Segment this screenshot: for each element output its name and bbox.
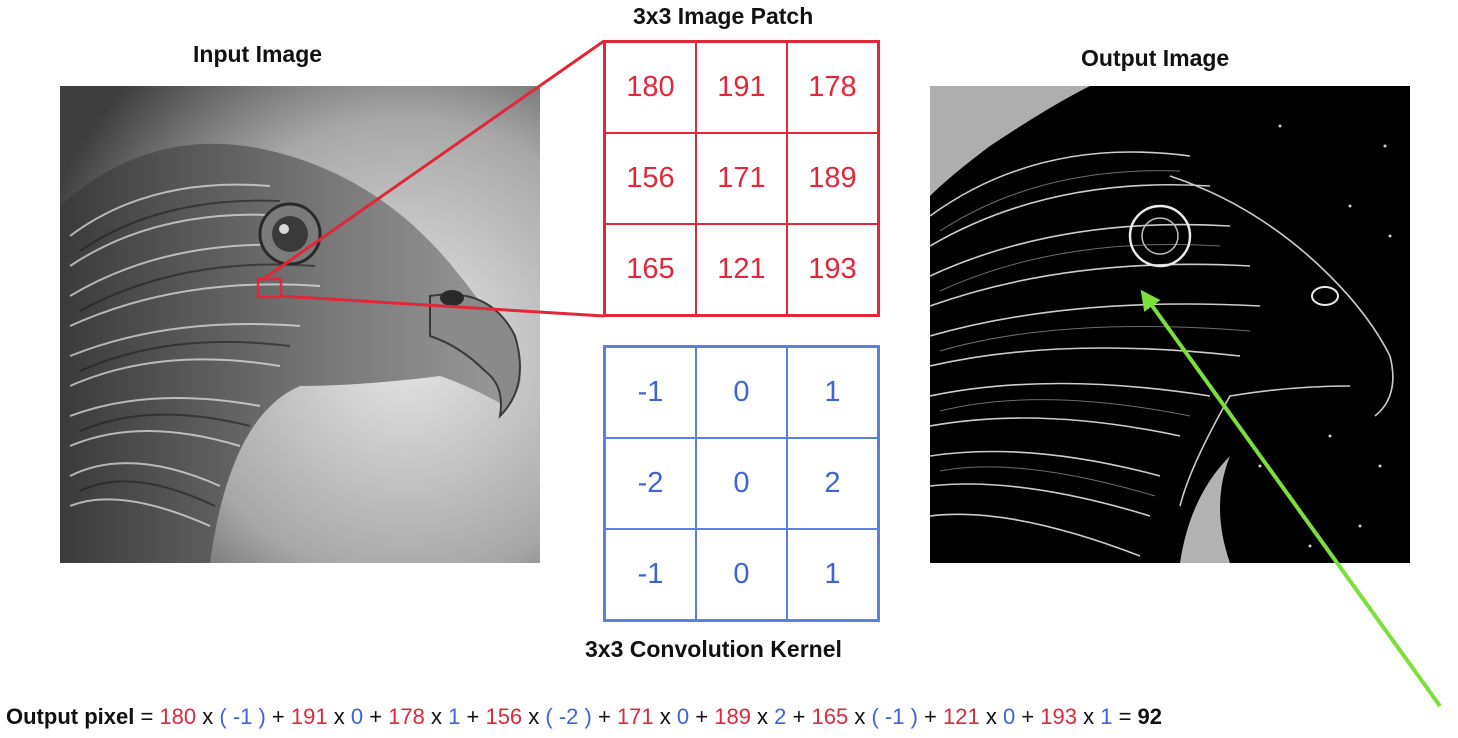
formula-kernel-value: ( -1 ) [219,704,266,729]
formula-kernel-value: 0 [350,704,364,729]
formula-pixel-value: 156 [485,704,523,729]
formula-plus: + [689,704,715,729]
formula-pixel-value: 193 [1040,704,1077,729]
formula-kernel-value: 2 [774,704,787,729]
formula-kernel-value: 1 [1100,704,1113,729]
patch-cell: 180 [605,42,696,133]
input-image [60,86,540,563]
formula-pixel-value: 191 [290,704,328,729]
formula-plus: + [460,704,486,729]
kernel-cell: 0 [696,347,787,438]
output-image [930,86,1410,563]
kernel-cell: -1 [605,347,696,438]
image-patch-grid: 180 191 178 156 171 189 165 121 193 [603,40,880,317]
formula-pixel-value: 189 [714,704,751,729]
formula-kernel-value: 0 [676,704,690,729]
formula-times: x [1076,704,1101,729]
kernel-title: 3x3 Convolution Kernel [585,636,842,662]
kernel-cell: 0 [696,529,787,620]
formula-kernel-value: ( -1 ) [871,704,918,729]
formula-result: 92 [1137,704,1163,729]
patch-cell: 178 [787,42,878,133]
patch-cell: 156 [605,133,696,224]
formula-equals: = [134,704,160,729]
kernel-cell: -1 [605,529,696,620]
patch-cell: 189 [787,133,878,224]
output-image-title: Output Image [1081,45,1230,71]
formula-times: x [196,704,220,729]
formula-kernel-value: 1 [448,704,461,729]
kernel-cell: 1 [787,529,878,620]
formula-label: Output pixel [6,704,135,729]
formula-times: x [750,704,775,729]
formula-plus: + [265,704,291,729]
patch-title: 3x3 Image Patch [633,3,814,29]
patch-cell: 193 [787,224,878,315]
formula-pixel-value: 178 [388,704,425,729]
patch-cell: 121 [696,224,787,315]
formula-kernel-value: 0 [1002,704,1016,729]
input-image-title: Input Image [193,41,323,67]
formula-times: x [424,704,449,729]
formula-times: x [653,704,677,729]
formula-pixel-value: 121 [942,704,980,729]
formula-times: x [522,704,546,729]
formula-times: x [848,704,872,729]
kernel-cell: 2 [787,438,878,529]
formula-kernel-value: ( -2 ) [545,704,592,729]
output-pixel-formula: Output pixel = 180 x ( -1 ) + 191 x 0 + … [6,704,1162,730]
formula-pixel-value: 165 [811,704,849,729]
formula-equals: = [1112,704,1138,729]
formula-plus: + [917,704,943,729]
formula-plus: + [786,704,812,729]
patch-cell: 171 [696,133,787,224]
convolution-kernel-grid: -1 0 1 -2 0 2 -1 0 1 [603,345,880,622]
kernel-cell: 1 [787,347,878,438]
formula-pixel-value: 171 [616,704,654,729]
formula-plus: + [363,704,389,729]
patch-cell: 165 [605,224,696,315]
patch-cell: 191 [696,42,787,133]
formula-plus: + [591,704,617,729]
formula-plus: + [1015,704,1041,729]
formula-pixel-value: 180 [159,704,197,729]
formula-times: x [327,704,351,729]
formula-times: x [979,704,1003,729]
kernel-cell: 0 [696,438,787,529]
kernel-cell: -2 [605,438,696,529]
